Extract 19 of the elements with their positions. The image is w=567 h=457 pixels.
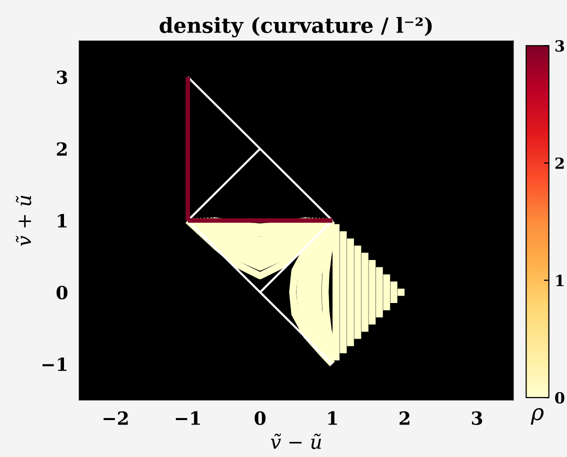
y-axis-title: ṽ + ũ (16, 196, 32, 246)
chart-title: density (curvature / l⁻²) (160, 16, 432, 38)
x-tick-label: 1 (328, 411, 337, 425)
x-tick-label: 3 (472, 411, 482, 425)
color-bar-label: 1 (556, 274, 564, 286)
color-bar-label: 2 (555, 157, 564, 169)
y-tick-label: 1 (58, 214, 66, 228)
color-bar-label: 3 (555, 40, 564, 52)
x-axis-title: ṽ − ũ (270, 434, 321, 450)
y-tick-label: 3 (56, 70, 68, 84)
x-tick-label: 0 (254, 411, 266, 425)
x-tick-label: 2 (400, 411, 410, 425)
color-bar-label: 0 (555, 392, 564, 404)
y-tick-label: 0 (56, 286, 68, 300)
y-tick-label: 2 (56, 142, 67, 156)
color-bar-title: ρ (530, 408, 544, 425)
x-tick-label: −1 (176, 411, 200, 425)
x-tick-label: −2 (104, 411, 128, 425)
y-tick-label: −1 (42, 357, 66, 371)
